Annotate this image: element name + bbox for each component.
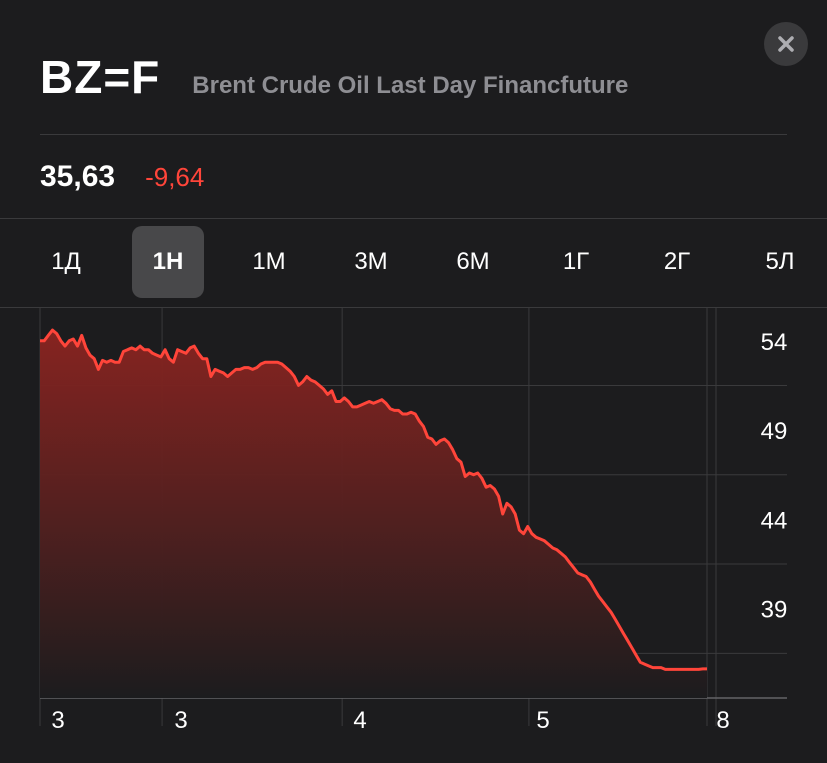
tab-6m[interactable]: 6М xyxy=(456,248,490,275)
x-tick-label: 8 xyxy=(716,707,729,734)
tab-1y[interactable]: 1Г xyxy=(562,248,590,275)
close-button[interactable] xyxy=(764,22,808,66)
current-price: 35,63 xyxy=(40,160,116,193)
y-tick-label: 49 xyxy=(761,418,788,445)
price-chart[interactable]: 54 49 44 39 3 3 4 5 8 xyxy=(0,308,827,763)
header-divider xyxy=(40,134,787,135)
tabs-divider xyxy=(0,307,827,308)
quote-row: 35,63 -9,64 xyxy=(40,160,204,194)
tab-1w[interactable]: 1Н xyxy=(132,226,204,298)
x-tick-label: 3 xyxy=(174,707,187,734)
tab-3m[interactable]: 3М xyxy=(354,248,388,275)
time-range-tabs: 1Д 1Н 1М 3М 6М 1Г 2Г 5Л xyxy=(0,226,827,300)
price-area xyxy=(40,330,707,698)
price-line xyxy=(40,328,707,671)
close-icon xyxy=(778,36,794,52)
x-tick-label: 5 xyxy=(536,707,549,734)
y-tick-label: 44 xyxy=(761,507,788,534)
tab-5y[interactable]: 5Л xyxy=(765,248,795,275)
price-change: -9,64 xyxy=(145,162,205,192)
ticker-symbol: BZ=F xyxy=(40,51,161,103)
quote-divider xyxy=(0,218,827,219)
x-tick-label: 3 xyxy=(51,707,64,734)
company-name: Brent Crude Oil Last Day Financfuture xyxy=(192,72,629,99)
tab-2y[interactable]: 2Г xyxy=(663,248,691,275)
x-tick-label: 4 xyxy=(353,707,366,734)
tab-1d[interactable]: 1Д xyxy=(51,248,81,275)
y-tick-label: 54 xyxy=(761,329,788,356)
stock-header: BZ=F Brent Crude Oil Last Day Financfutu… xyxy=(40,50,628,110)
y-tick-label: 39 xyxy=(761,597,788,624)
tab-1m[interactable]: 1М xyxy=(252,248,286,275)
